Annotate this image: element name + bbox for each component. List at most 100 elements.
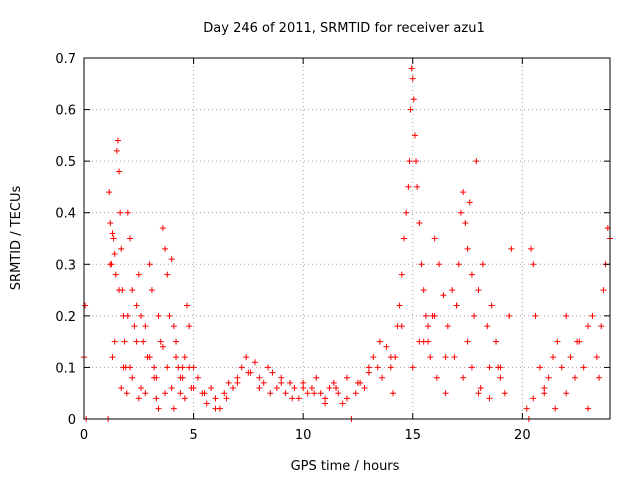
data-point [457,209,464,216]
data-point [563,390,570,397]
data-point [137,385,144,392]
data-point [530,395,537,402]
data-point [243,354,250,361]
data-point [408,65,415,72]
data-point [361,385,368,392]
data-point [580,364,587,371]
data-point [267,390,274,397]
data-point [194,374,201,381]
data-point [501,390,508,397]
data-point [398,271,405,278]
data-point [344,395,350,402]
data-point [155,312,162,319]
data-point [464,245,471,252]
data-point [256,374,263,381]
data-point [153,374,160,381]
data-point [107,261,114,268]
data-point [179,364,186,371]
data-point [416,338,423,345]
data-point [212,405,219,412]
data-point [146,261,153,268]
data-point [127,364,134,371]
data-point [530,261,537,268]
data-point [273,385,280,392]
data-point [558,364,565,371]
data-point [166,312,173,319]
data-point [287,379,294,386]
data-point [164,364,171,371]
data-point [468,271,475,278]
y-axis-label: SRMTID / TECUs [9,186,24,291]
data-point [124,312,131,319]
data-point [406,158,413,165]
data-point [238,364,245,371]
data-point [508,245,515,252]
data-point [593,354,600,361]
y-tick-label: 0.1 [55,361,76,376]
data-point [107,220,114,227]
data-point [532,312,539,319]
data-point [129,287,136,294]
data-point [137,312,144,319]
data-point [162,245,169,252]
data-point [387,364,394,371]
data-point [114,137,121,144]
data-point [245,369,252,376]
data-point [278,379,285,386]
data-point [131,323,138,330]
y-tick-label: 0.6 [55,104,76,119]
data-point [585,323,592,330]
data-point [495,364,502,371]
data-point [416,220,423,227]
data-point [144,354,151,361]
data-point [326,385,333,392]
data-point [159,343,166,350]
data-point [256,385,263,392]
data-point [225,379,232,386]
data-point [541,390,548,397]
data-point [453,302,460,309]
data-point [484,323,491,330]
data-point [442,390,449,397]
data-point [317,390,324,397]
data-point [585,405,592,412]
data-point [427,354,434,361]
data-point [333,385,340,392]
y-tick-label: 0.2 [55,310,76,325]
data-point [106,189,113,196]
x-tick-label: 20 [514,428,531,443]
data-point [173,338,180,345]
y-tick-label: 0.4 [55,207,76,222]
data-point [116,287,123,294]
x-tick-label: 15 [404,428,421,443]
data-point [536,364,543,371]
data-point [407,106,414,113]
data-point [140,338,147,345]
data-point [479,261,486,268]
data-point [159,225,166,232]
y-tick-label: 0.7 [55,52,76,67]
data-point [409,364,416,371]
data-point [155,405,162,412]
x-tick-label: 0 [80,428,88,443]
data-point [387,354,394,361]
data-point [410,96,417,103]
data-point [142,323,149,330]
data-point [186,323,193,330]
data-point [308,385,315,392]
data-point [600,287,607,294]
data-point [295,395,302,402]
data-point [550,354,557,361]
data-point [339,400,346,407]
data-point [212,395,219,402]
data-point [157,338,164,345]
data-point [335,390,342,397]
data-point [221,390,228,397]
x-axis-label: GPS time / hours [291,459,400,474]
data-point [596,374,603,381]
data-point [506,312,513,319]
data-point [118,245,125,252]
data-point [123,390,130,397]
data-point [523,405,530,412]
data-point [111,250,118,257]
